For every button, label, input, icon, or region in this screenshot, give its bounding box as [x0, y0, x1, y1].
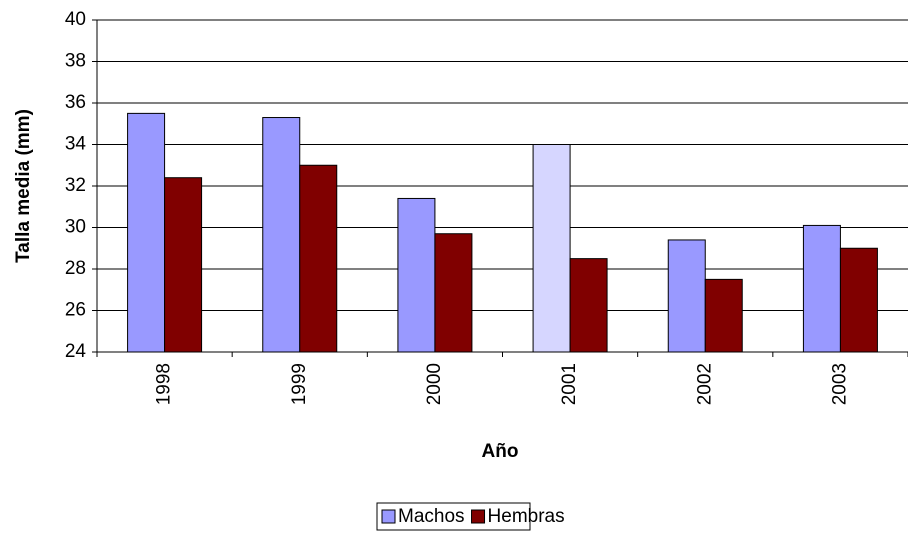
bar: [262, 117, 301, 353]
x-tick-label: 1999: [289, 363, 310, 405]
bar: [397, 197, 436, 353]
y-tick-label: 28: [65, 258, 86, 279]
bar: [569, 258, 608, 353]
y-tick-label: 26: [65, 300, 86, 321]
bar: [667, 239, 706, 353]
legend-swatch: [381, 509, 396, 524]
x-tick-label: 2000: [424, 363, 445, 405]
y-tick-label: 24: [65, 341, 87, 362]
x-tick-label: 1998: [154, 363, 175, 405]
bar: [434, 233, 473, 353]
y-tick-label: 32: [65, 175, 86, 196]
bar: [299, 164, 338, 353]
bar: [127, 112, 166, 353]
x-axis-title: Año: [482, 441, 519, 462]
bar: [839, 247, 878, 353]
x-tick-label: 2001: [559, 363, 580, 405]
y-tick-label: 40: [65, 9, 86, 30]
x-tick-label: 2003: [829, 363, 850, 405]
y-axis-title: Talla media (mm): [13, 109, 34, 263]
y-tick-label: 38: [65, 51, 86, 72]
legend-swatch: [471, 509, 486, 524]
x-tick-label: 2002: [694, 363, 715, 405]
y-tick-label: 30: [65, 217, 86, 238]
bar: [802, 224, 841, 353]
y-tick-label: 34: [65, 134, 87, 155]
legend-label: Machos: [398, 506, 465, 527]
bar: [532, 144, 571, 353]
legend-box: [376, 502, 531, 531]
bar: [164, 177, 203, 353]
bar: [704, 278, 743, 353]
legend-label: Hembras: [488, 506, 565, 527]
y-tick-label: 36: [65, 92, 86, 113]
